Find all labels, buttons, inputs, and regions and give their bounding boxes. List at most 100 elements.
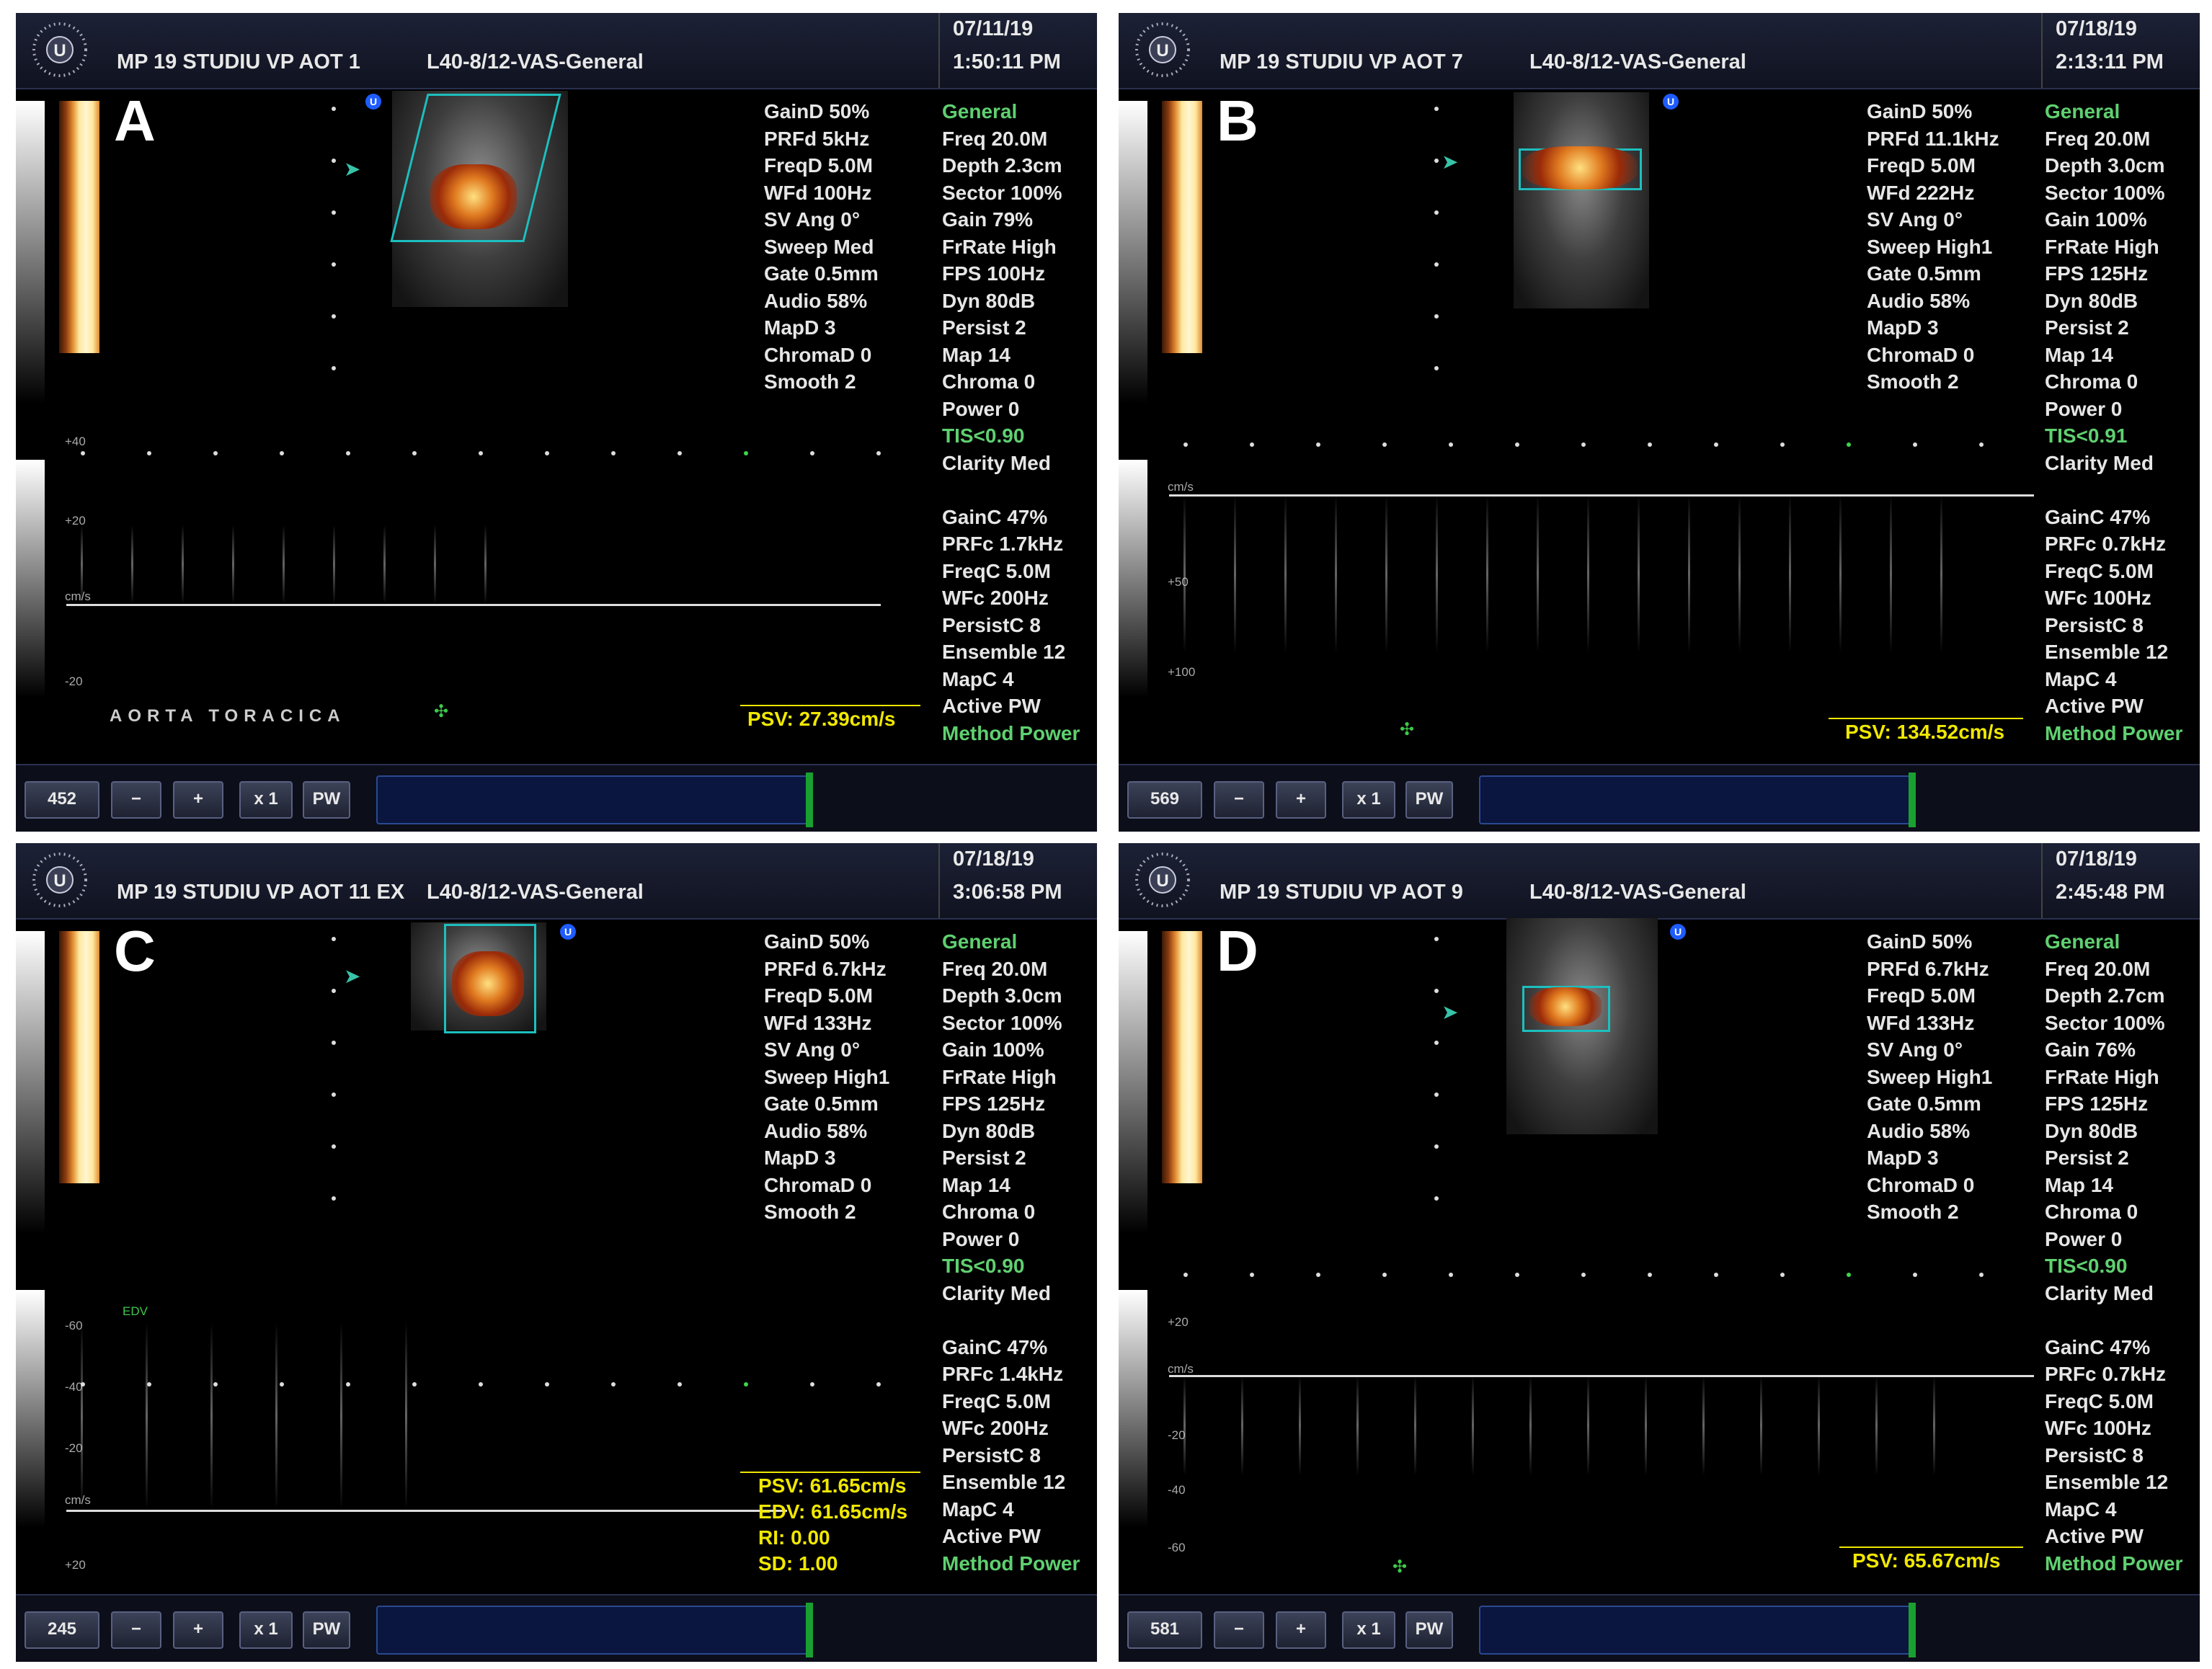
doppler-trace	[1234, 494, 1236, 653]
focus-arrow-icon: ➤	[1442, 1001, 1459, 1023]
doppler-trace	[1760, 1375, 1762, 1476]
color-box	[444, 924, 536, 1033]
cine-scrollbar[interactable]	[1479, 773, 1916, 827]
doppler-trace	[1688, 494, 1690, 653]
panel-letter: C	[114, 919, 156, 983]
gray-scale-bar	[16, 931, 45, 1234]
doppler-trace	[1299, 1375, 1301, 1476]
depth-dot	[1434, 989, 1439, 993]
scale-label: +40	[65, 435, 86, 448]
cine-scrollbar[interactable]	[1479, 1603, 1916, 1657]
scale-label: +20	[1168, 1315, 1189, 1329]
depth-dot	[332, 937, 336, 941]
doppler-trace	[131, 525, 133, 604]
measurement-divider	[1829, 718, 2023, 719]
plus-button[interactable]: +	[1276, 1611, 1326, 1649]
pw-mode-button[interactable]: PW	[303, 781, 350, 819]
depth-dot	[1434, 1196, 1439, 1201]
zoom-button[interactable]: x 1	[239, 781, 293, 819]
doppler-params: GainD 50% PRFd 6.7kHz FreqD 5.0M WFd 133Hz S…	[1867, 930, 1993, 1223]
depth-dot	[1250, 1273, 1254, 1277]
frame-count-button[interactable]: 581	[1127, 1611, 1202, 1649]
depth-dot	[1434, 366, 1439, 370]
doppler-trace	[232, 525, 234, 604]
scale-label: +20	[65, 514, 86, 528]
minus-button[interactable]: −	[111, 1611, 161, 1649]
pw-mode-button[interactable]: PW	[303, 1611, 350, 1649]
doppler-baseline	[1169, 1375, 2034, 1377]
plus-button[interactable]: +	[173, 1611, 223, 1649]
exam-time: 3:06:58 PM	[953, 881, 1062, 904]
depth-dot	[1434, 937, 1439, 941]
depth-dot	[1648, 1273, 1652, 1277]
plus-button[interactable]: +	[1276, 781, 1326, 819]
imaging-params: General Freq 20.0M Depth 3.0cm Sector 100% G…	[2045, 100, 2183, 744]
measurement-divider	[1839, 1546, 2023, 1548]
measurement-readout: PSV: 134.52cm/s	[1845, 721, 2005, 743]
doppler-trace	[1645, 1375, 1647, 1476]
ultrasound-panel-d: U MP 19 STUDIU VP AOT 9 L40-8/12-VAS-Gen…	[1119, 843, 2200, 1662]
cine-position-marker[interactable]	[806, 1603, 813, 1657]
header-divider	[2041, 843, 2043, 918]
flow-signal	[430, 164, 517, 229]
study-title: MP 19 STUDIU VP AOT 9	[1220, 881, 1463, 904]
caliper-cursor-icon: ✣	[434, 702, 449, 721]
depth-dot	[1780, 442, 1785, 447]
depth-dot	[1434, 1041, 1439, 1045]
doppler-trace	[1638, 494, 1640, 653]
zoom-button[interactable]: x 1	[1342, 781, 1395, 819]
focus-arrow-icon: ➤	[344, 965, 361, 987]
frame-count-button[interactable]: 245	[25, 1611, 99, 1649]
ultrasound-panel-b: U MP 19 STUDIU VP AOT 7 L40-8/12-VAS-Gen…	[1119, 13, 2200, 832]
depth-dot	[1434, 1144, 1439, 1149]
depth-dot	[1714, 1273, 1718, 1277]
depth-dot	[1847, 442, 1851, 447]
minus-button[interactable]: −	[111, 781, 161, 819]
depth-dot	[876, 1382, 881, 1387]
depth-dot	[1979, 1273, 1984, 1277]
probe-label: L40-8/12-VAS-General	[1529, 50, 1746, 74]
depth-dot	[1434, 262, 1439, 267]
doppler-trace	[81, 525, 83, 604]
doppler-trace	[81, 1322, 83, 1510]
ultrasound-panel-c: U MP 19 STUDIU VP AOT 11 EX L40-8/12-VAS…	[16, 843, 1097, 1662]
depth-dot	[810, 1382, 814, 1387]
frame-count-button[interactable]: 452	[25, 781, 99, 819]
plus-button[interactable]: +	[173, 781, 223, 819]
control-footer: 245 − + x 1 PW	[16, 1594, 1097, 1662]
depth-dot	[744, 451, 748, 455]
control-footer: 581 − + x 1 PW	[1119, 1594, 2200, 1662]
ultrasound-panel-a: U MP 19 STUDIU VP AOT 1 L40-8/12-VAS-Gen…	[16, 13, 1097, 832]
cine-position-marker[interactable]	[1909, 773, 1916, 827]
doppler-trace	[1335, 494, 1337, 653]
depth-dot	[280, 1382, 284, 1387]
svg-text:U: U	[1156, 41, 1168, 61]
doppler-trace	[1818, 1375, 1820, 1476]
depth-dot	[332, 107, 336, 111]
minus-button[interactable]: −	[1214, 1611, 1264, 1649]
scale-label: -40	[1168, 1483, 1186, 1497]
pw-mode-button[interactable]: PW	[1405, 1611, 1453, 1649]
cine-scrollbar[interactable]	[376, 1603, 813, 1657]
u-badge-icon: U	[365, 94, 381, 110]
frame-count-button[interactable]: 569	[1127, 781, 1202, 819]
scale-label: +20	[65, 1558, 86, 1572]
depth-dot	[332, 210, 336, 215]
depth-dot	[1515, 1273, 1519, 1277]
cine-scrollbar[interactable]	[376, 773, 813, 827]
doppler-gray-bar	[1119, 460, 1147, 698]
depth-dot	[1434, 159, 1439, 163]
depth-dot	[479, 451, 483, 455]
cine-position-marker[interactable]	[806, 773, 813, 827]
doppler-baseline	[1169, 494, 2034, 497]
doppler-trace	[405, 1322, 407, 1510]
cine-position-marker[interactable]	[1909, 1603, 1916, 1657]
zoom-button[interactable]: x 1	[239, 1611, 293, 1649]
depth-dot	[479, 1382, 483, 1387]
pw-mode-button[interactable]: PW	[1405, 781, 1453, 819]
depth-dot	[810, 451, 814, 455]
panel-letter: D	[1217, 919, 1258, 983]
minus-button[interactable]: −	[1214, 781, 1264, 819]
zoom-button[interactable]: x 1	[1342, 1611, 1395, 1649]
depth-dot	[678, 451, 682, 455]
